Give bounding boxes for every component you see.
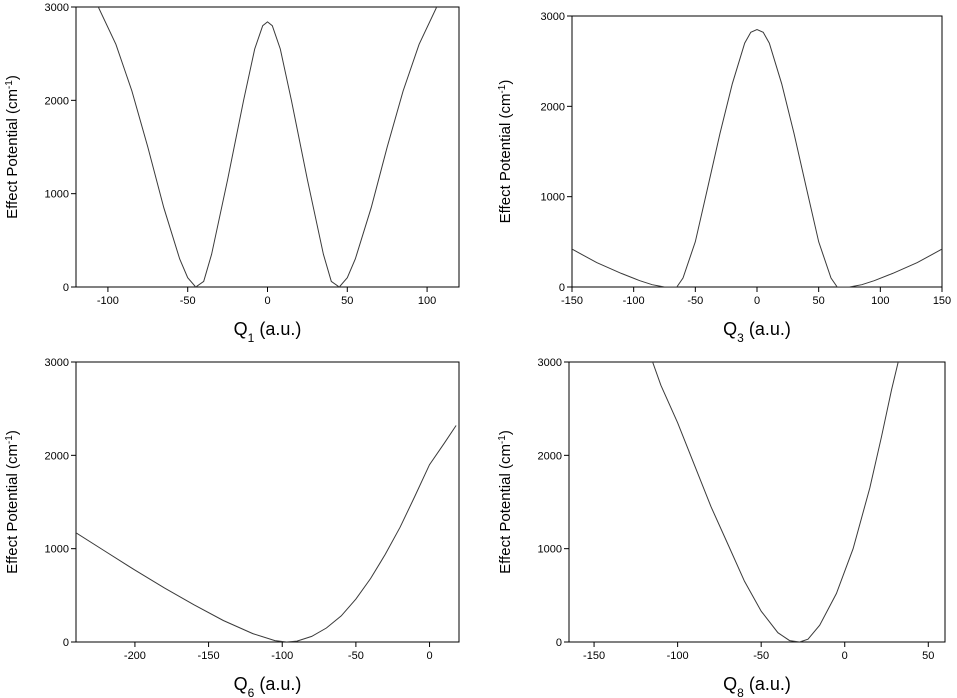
x-tick-label: -50 xyxy=(180,295,196,307)
y-tick-label: 1000 xyxy=(541,192,565,204)
x-axis-title-rest: (a.u.) xyxy=(254,674,301,694)
x-tick-label: -150 xyxy=(198,650,220,662)
y-tick-label: 1000 xyxy=(45,544,69,556)
x-axis-title-base: Q xyxy=(234,319,248,339)
y-axis-title-end: ) xyxy=(4,75,21,80)
y-tick-label: 3000 xyxy=(45,357,69,369)
x-tick-label: 150 xyxy=(933,295,951,307)
x-axis-title-sub: 8 xyxy=(737,686,744,698)
x-tick-label: -150 xyxy=(583,650,605,662)
x-tick-label: -200 xyxy=(124,650,146,662)
x-axis-title-sub: 6 xyxy=(248,686,255,698)
x-tick-label: 0 xyxy=(842,650,848,662)
y-axis-title-text: Effect Potential (cm xyxy=(497,94,514,224)
x-axis-title-rest: (a.u.) xyxy=(744,319,791,339)
x-tick-label: -100 xyxy=(667,650,689,662)
panel-top-right: -150 -100 -50 0 50 100 150 0 1000 2000 3000 Effect … xyxy=(497,11,952,345)
y-axis-title-end: ) xyxy=(497,430,514,435)
x-tick-label: 0 xyxy=(754,295,760,307)
y-axis-title-text: Effect Potential (cm xyxy=(4,89,21,219)
y-tick-label: 3000 xyxy=(538,357,562,369)
x-tick-label: -50 xyxy=(687,295,703,307)
y-tick-label: 0 xyxy=(63,637,69,649)
x-axis-title-sub: 3 xyxy=(737,331,744,345)
y-axis-title-sup: -1 xyxy=(497,84,508,93)
x-tick-label: -150 xyxy=(561,295,583,307)
y-axis-title-text: Effect Potential (cm xyxy=(497,444,514,574)
y-axis-title-text: Effect Potential (cm xyxy=(4,444,21,574)
y-tick-label: 1000 xyxy=(538,544,562,556)
x-tick-label: 50 xyxy=(813,295,825,307)
x-tick-label: -100 xyxy=(97,295,119,307)
x-axis-title: Q6 (a.u.) xyxy=(234,674,302,698)
y-tick-label: 2000 xyxy=(45,450,69,462)
plot-frame xyxy=(568,361,946,643)
potential-curve xyxy=(572,29,942,287)
x-axis-title-rest: (a.u.) xyxy=(744,674,791,694)
x-tick-label: 0 xyxy=(426,650,432,662)
potential-curve xyxy=(652,362,899,642)
plot-frame xyxy=(75,361,460,643)
plot-frame xyxy=(571,15,943,288)
y-axis-title-end: ) xyxy=(4,430,21,435)
y-tick-label: 3000 xyxy=(541,11,565,23)
x-axis-title-base: Q xyxy=(723,674,737,694)
y-axis-title: Effect Potential (cm-1) xyxy=(497,80,515,224)
y-axis-title-sup: -1 xyxy=(497,435,508,444)
y-tick-label: 0 xyxy=(556,637,562,649)
y-axis-title: Effect Potential (cm-1) xyxy=(4,75,22,219)
potential-curve xyxy=(76,425,457,642)
y-axis-title: Effect Potential (cm-1) xyxy=(497,430,515,574)
x-tick-label: 50 xyxy=(922,650,934,662)
y-tick-label: 0 xyxy=(63,282,69,294)
y-tick-label: 3000 xyxy=(45,2,69,14)
y-axis-title: Effect Potential (cm-1) xyxy=(4,430,22,574)
y-tick-label: 2000 xyxy=(541,101,565,113)
x-axis-title: Q1 (a.u.) xyxy=(234,319,302,345)
x-tick-label: -100 xyxy=(271,650,293,662)
y-tick-label: 2000 xyxy=(538,450,562,462)
x-tick-label: 50 xyxy=(341,295,353,307)
x-tick-label: 100 xyxy=(418,295,436,307)
plot-frame xyxy=(75,6,460,288)
x-axis-title: Q3 (a.u.) xyxy=(723,319,791,345)
x-tick-label: 0 xyxy=(264,295,270,307)
potential-curve xyxy=(97,7,438,287)
x-tick-label: -50 xyxy=(753,650,769,662)
x-axis-title-base: Q xyxy=(723,319,737,339)
panel-bottom-left: -200 -150 -100 -50 0 0 1000 2000 3000 Effect Pote… xyxy=(4,357,460,698)
x-tick-label: -100 xyxy=(623,295,645,307)
x-tick-label: -50 xyxy=(348,650,364,662)
x-tick-label: 100 xyxy=(871,295,889,307)
y-axis-title-sup: -1 xyxy=(4,80,15,89)
y-tick-label: 0 xyxy=(559,282,565,294)
x-axis-title-sub: 1 xyxy=(248,331,255,345)
y-tick-label: 2000 xyxy=(45,95,69,107)
y-axis-title-sup: -1 xyxy=(4,435,15,444)
x-axis-title-rest: (a.u.) xyxy=(254,319,301,339)
x-axis-title: Q8 (a.u.) xyxy=(723,674,791,698)
x-axis-title-base: Q xyxy=(234,674,248,694)
y-tick-label: 1000 xyxy=(45,189,69,201)
y-axis-title-end: ) xyxy=(497,80,514,85)
